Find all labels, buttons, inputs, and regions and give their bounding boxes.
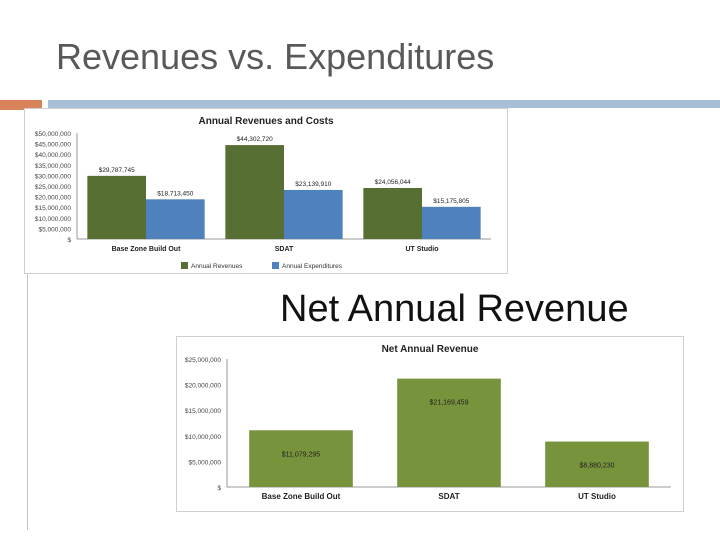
data-label: $23,139,910 (295, 181, 332, 188)
bar-annual-revenues-ut-studio (363, 188, 422, 239)
y-tick-label: $10,000,000 (185, 434, 222, 441)
category-label: SDAT (438, 492, 459, 501)
net-annual-revenue-chart: Net Annual Revenue $ $5,000,000 $10,000,000… (176, 336, 684, 512)
category-label: Base Zone Build Out (262, 492, 341, 501)
legend-label-annual-revenues: Annual Revenues (191, 263, 243, 270)
bar-net-ut-studio (545, 441, 649, 487)
y-tick-label: $20,000,000 (185, 383, 222, 390)
category-label: SDAT (275, 246, 294, 253)
category-label: UT Studio (405, 246, 438, 253)
net-annual-revenue-heading: Net Annual Revenue (280, 288, 629, 330)
bar-annual-expenditures-ut-studio (422, 206, 481, 239)
y-tick-label: $5,000,000 (188, 459, 221, 466)
data-label: $11,079,295 (282, 451, 321, 458)
accent-vertical-line (27, 110, 28, 530)
data-label: $21,169,459 (430, 400, 469, 407)
data-label: $29,787,745 (99, 167, 136, 174)
category-label: Base Zone Build Out (112, 246, 182, 253)
y-tick-label: $50,000,000 (35, 131, 72, 138)
y-tick-label: $15,000,000 (185, 408, 222, 415)
legend-swatch-annual-revenues (181, 262, 188, 269)
y-tick-label: $40,000,000 (35, 152, 72, 159)
bar-annual-revenues-base-zone-build-out (87, 175, 146, 239)
y-tick-label: $45,000,000 (35, 142, 72, 149)
accent-line (48, 100, 720, 108)
legend-swatch-annual-expenditures (272, 262, 279, 269)
chart-title: Annual Revenues and Costs (198, 116, 333, 127)
y-tick-label: $25,000,000 (35, 184, 72, 191)
bar-annual-revenues-sdat (225, 145, 284, 239)
bar-annual-expenditures-base-zone-build-out (146, 199, 205, 239)
slide-title: Revenues vs. Expenditures (56, 36, 495, 77)
data-label: $24,056,044 (375, 179, 412, 186)
y-tick-label: $35,000,000 (35, 163, 72, 170)
y-tick-label: $30,000,000 (35, 173, 72, 180)
data-label: $8,880,230 (579, 463, 614, 470)
y-tick-label: $15,000,000 (35, 205, 72, 212)
y-tick-label: $5,000,000 (38, 226, 71, 233)
data-label: $44,302,720 (237, 136, 274, 143)
data-label: $15,175,805 (433, 198, 470, 205)
y-tick-label: $ (67, 237, 71, 244)
legend-label-annual-expenditures: Annual Expenditures (282, 263, 343, 270)
accent-square (0, 100, 42, 110)
bar-annual-expenditures-sdat (284, 189, 343, 239)
y-tick-label: $ (217, 485, 221, 492)
y-tick-label: $10,000,000 (35, 216, 72, 223)
data-label: $18,713,450 (157, 190, 194, 197)
category-label: UT Studio (578, 492, 616, 501)
annual-revenues-costs-svg: Annual Revenues and Costs $ $5,000,000 $10,… (35, 116, 491, 270)
net-annual-revenue-svg: Net Annual Revenue $ $5,000,000 $10,000,000… (185, 344, 671, 501)
bar-net-sdat (397, 378, 501, 487)
chart-title: Net Annual Revenue (382, 344, 479, 355)
y-tick-label: $25,000,000 (185, 357, 222, 364)
y-tick-label: $20,000,000 (35, 195, 72, 202)
bar-net-base-zone-build-out (249, 430, 353, 487)
annual-revenues-costs-chart: Annual Revenues and Costs $ $5,000,000 $10,… (24, 108, 508, 274)
